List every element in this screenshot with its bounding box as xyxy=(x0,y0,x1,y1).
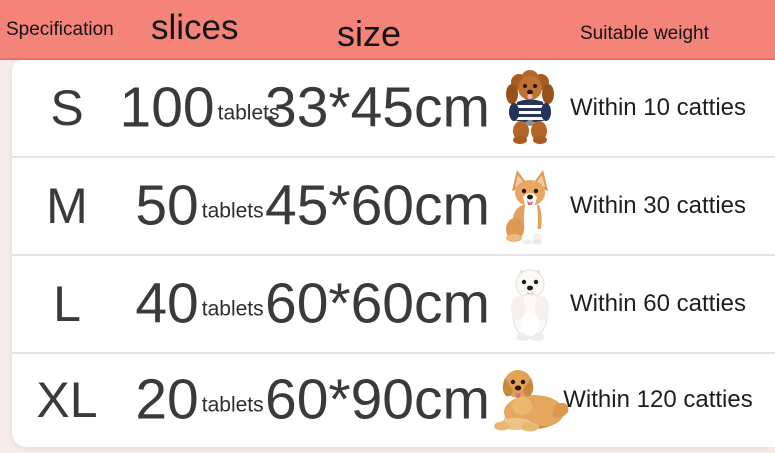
slice-count-unit: tablets xyxy=(201,393,264,417)
suitable-weight-value: Within 30 catties xyxy=(569,191,747,219)
spec-value: XL xyxy=(36,372,98,429)
slice-count-unit: tablets xyxy=(201,199,264,223)
slice-count-number: 40 xyxy=(135,271,199,336)
table-row-m: M 50 tablets 45*60cm xyxy=(12,155,775,255)
size-value: 60*60cm xyxy=(265,271,490,336)
suitable-weight-value: Within 60 catties xyxy=(569,289,747,317)
slice-count-unit: tablets xyxy=(201,297,264,321)
slice-count: 20 tablets xyxy=(112,367,287,432)
column-header-specification: Specification xyxy=(6,19,114,40)
table-row-s: S 100 tablets 33*45cm xyxy=(12,60,775,156)
poodle-puppy-icon xyxy=(505,69,554,144)
suitable-weight-value: Within 120 catties xyxy=(563,386,753,414)
pomeranian-icon xyxy=(510,268,549,341)
slice-count: 40 tablets xyxy=(112,275,287,332)
slice-count-number: 20 xyxy=(135,367,199,432)
corgi-icon xyxy=(482,167,577,245)
table-row-l: L 40 tablets 60*60cm Within 6 xyxy=(12,254,775,352)
golden-retriever-icon xyxy=(482,364,577,436)
table-header: Specification slices size Suitable weigh… xyxy=(0,0,775,60)
suitable-weight-value: Within 10 catties xyxy=(569,93,747,121)
spec-value: L xyxy=(53,275,81,332)
corgi-icon xyxy=(505,169,548,245)
size-value: 45*60cm xyxy=(265,173,490,238)
size-chart-table: S 100 tablets 33*45cm xyxy=(12,60,775,447)
column-header-size: size xyxy=(337,13,402,54)
golden-retriever-icon xyxy=(493,370,568,432)
size-value: 60*90cm xyxy=(265,367,490,432)
size-value: 33*45cm xyxy=(265,75,490,140)
spec-value: M xyxy=(46,177,88,234)
slice-count-number: 100 xyxy=(119,75,215,140)
slice-count: 50 tablets xyxy=(112,177,287,234)
poodle-puppy-icon xyxy=(482,69,577,146)
spec-value: S xyxy=(50,79,84,136)
slice-count-unit: tablets xyxy=(217,101,280,125)
column-header-suitable-weight: Suitable weight xyxy=(580,23,709,44)
pomeranian-icon xyxy=(482,264,577,344)
column-header-slices: slices xyxy=(151,8,239,47)
table-row-xl: XL 20 tablets 60*90cm xyxy=(12,351,775,448)
slice-count-number: 50 xyxy=(135,173,199,238)
slice-count: 100 tablets xyxy=(112,79,287,136)
